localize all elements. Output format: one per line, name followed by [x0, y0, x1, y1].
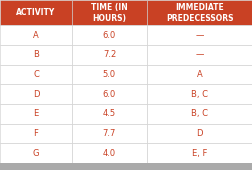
- Bar: [146, 25, 252, 45]
- Bar: [0, 0, 72, 25]
- Text: —: —: [195, 31, 203, 40]
- Bar: [72, 124, 146, 143]
- Bar: [146, 45, 252, 65]
- Bar: [72, 25, 146, 45]
- Bar: [146, 124, 252, 143]
- Text: A: A: [33, 31, 39, 40]
- Text: 4.5: 4.5: [103, 109, 115, 118]
- Bar: [72, 143, 146, 163]
- Text: 7.2: 7.2: [102, 50, 116, 59]
- Bar: [0, 124, 72, 143]
- Bar: [72, 65, 146, 84]
- Text: 7.7: 7.7: [102, 129, 116, 138]
- Text: 6.0: 6.0: [102, 31, 116, 40]
- Bar: [146, 84, 252, 104]
- Text: G: G: [33, 149, 39, 158]
- Text: C: C: [33, 70, 39, 79]
- Bar: [0, 104, 72, 124]
- Text: 4.0: 4.0: [103, 149, 115, 158]
- Text: B: B: [33, 50, 39, 59]
- Bar: [0, 143, 72, 163]
- Text: D: D: [196, 129, 202, 138]
- Bar: [146, 0, 252, 25]
- Text: B, C: B, C: [191, 90, 208, 99]
- Bar: [0, 45, 72, 65]
- Text: E: E: [33, 109, 39, 118]
- Text: B, C: B, C: [191, 109, 208, 118]
- Bar: [146, 143, 252, 163]
- Bar: [0, 163, 252, 170]
- Bar: [146, 104, 252, 124]
- Bar: [146, 65, 252, 84]
- Bar: [0, 84, 72, 104]
- Text: —: —: [195, 50, 203, 59]
- Text: 5.0: 5.0: [103, 70, 115, 79]
- Bar: [72, 84, 146, 104]
- Bar: [72, 104, 146, 124]
- Text: D: D: [33, 90, 39, 99]
- Text: 6.0: 6.0: [102, 90, 116, 99]
- Text: TIME (IN
HOURS): TIME (IN HOURS): [91, 3, 127, 23]
- Text: E, F: E, F: [192, 149, 207, 158]
- Bar: [72, 45, 146, 65]
- Text: IMMEDIATE
PREDECESSORS: IMMEDIATE PREDECESSORS: [166, 3, 233, 23]
- Bar: [0, 25, 72, 45]
- Bar: [72, 0, 146, 25]
- Text: ACTIVITY: ACTIVITY: [16, 8, 55, 17]
- Text: A: A: [196, 70, 202, 79]
- Bar: [0, 65, 72, 84]
- Text: F: F: [34, 129, 38, 138]
